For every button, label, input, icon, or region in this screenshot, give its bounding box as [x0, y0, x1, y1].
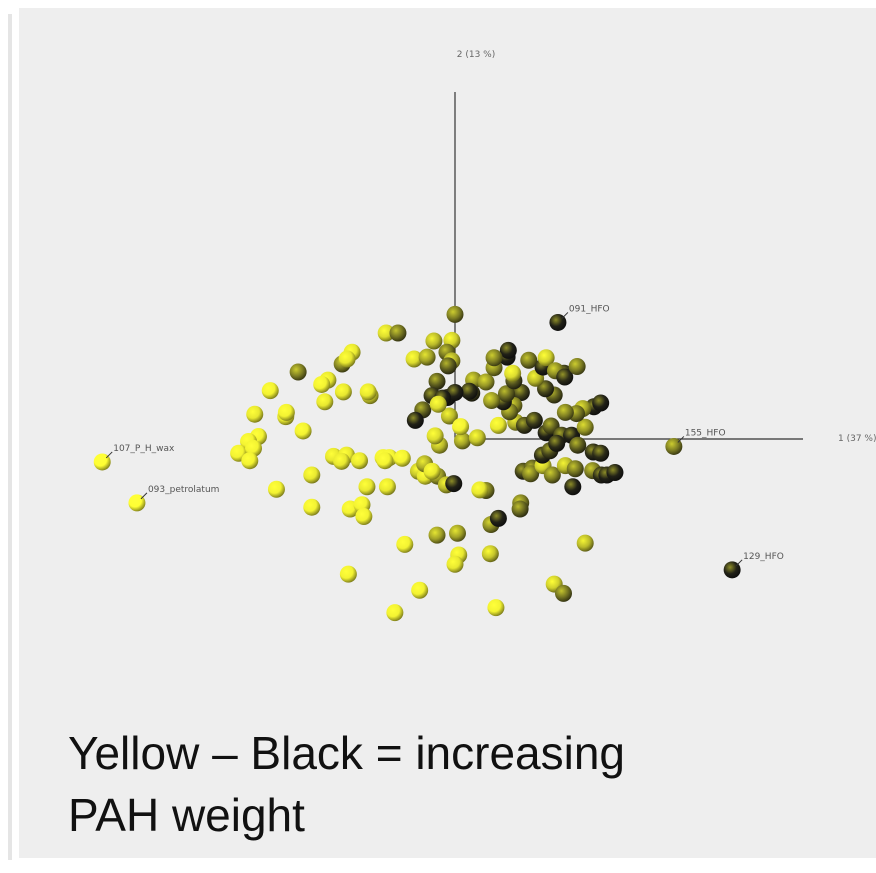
data-point — [548, 434, 566, 452]
data-point — [525, 411, 543, 429]
data-point — [489, 416, 507, 434]
data-point — [487, 599, 505, 617]
data-point — [504, 364, 522, 382]
caption: Yellow – Black = increasing PAH weight — [68, 722, 625, 846]
data-point — [289, 363, 307, 381]
data-point — [267, 480, 285, 498]
data-point — [606, 463, 624, 481]
data-point — [241, 452, 259, 470]
data-point — [440, 407, 458, 425]
data-point — [411, 581, 429, 599]
data-point — [448, 524, 466, 542]
point-label: 155_HFO — [685, 428, 726, 438]
data-point — [511, 500, 529, 518]
data-point — [423, 462, 441, 480]
data-point — [429, 395, 447, 413]
data-point — [489, 509, 507, 527]
data-point — [446, 305, 464, 323]
data-point — [303, 466, 321, 484]
data-point — [405, 350, 423, 368]
data-point — [446, 555, 464, 573]
data-point — [355, 508, 373, 525]
data-point — [537, 349, 555, 367]
data-point — [483, 392, 501, 410]
data-point — [277, 403, 295, 421]
data-point — [406, 411, 424, 429]
data-point — [592, 394, 610, 412]
data-point — [499, 341, 517, 359]
point-labels: 091_HFO 155_HFO 107_P_H_wax 093_petrolatum 1… — [105, 304, 784, 567]
data-point — [339, 565, 357, 583]
data-point — [477, 373, 495, 391]
data-point — [481, 545, 499, 563]
data-point — [522, 465, 540, 483]
data-point — [393, 449, 411, 467]
caption-line-2: PAH weight — [68, 789, 305, 841]
data-point — [576, 418, 594, 436]
data-point — [261, 382, 279, 400]
data-point — [566, 460, 584, 478]
data-point — [556, 403, 574, 421]
data-point — [338, 350, 356, 368]
data-point — [485, 349, 503, 367]
plot-panel — [19, 8, 876, 858]
data-point — [303, 498, 321, 516]
data-point — [460, 382, 478, 400]
data-point — [351, 452, 369, 470]
label-leader-line — [735, 559, 743, 567]
label-leader-line — [140, 492, 148, 500]
data-point — [520, 351, 538, 369]
label-leader-line — [561, 312, 569, 319]
point-label: 091_HFO — [569, 304, 610, 314]
data-point — [389, 324, 407, 342]
data-point — [426, 427, 444, 445]
point-label: 107_P_H_wax — [113, 444, 175, 454]
label-leader-line — [677, 436, 685, 443]
point-label: 129_HFO — [743, 552, 784, 562]
data-point — [428, 526, 446, 544]
data-point — [313, 375, 331, 393]
data-point — [428, 372, 446, 390]
data-point — [418, 348, 436, 366]
data-point — [497, 385, 515, 403]
data-point — [453, 432, 471, 450]
x-axis-label: 1 (37 %) — [838, 434, 876, 444]
data-point — [246, 405, 264, 423]
data-point — [568, 357, 586, 375]
data-point — [333, 452, 351, 470]
data-point — [358, 478, 376, 496]
data-point — [564, 478, 582, 496]
data-points — [93, 305, 741, 622]
data-point — [439, 357, 457, 375]
data-point — [452, 418, 470, 436]
y-axis-label: 2 (13 %) — [457, 50, 495, 60]
data-point — [592, 444, 610, 462]
data-point — [556, 368, 574, 386]
data-point — [468, 429, 486, 447]
data-point — [334, 383, 352, 401]
data-point — [376, 452, 394, 470]
data-point — [359, 383, 377, 401]
data-point — [294, 422, 312, 440]
data-point — [555, 584, 572, 602]
data-point — [543, 466, 561, 484]
label-leader-line — [105, 451, 113, 459]
left-divider — [8, 14, 12, 860]
data-point — [569, 436, 587, 454]
data-point — [396, 535, 414, 553]
data-point — [378, 478, 396, 496]
data-point — [471, 481, 489, 499]
caption-line-1: Yellow – Black = increasing — [68, 727, 626, 779]
data-point — [425, 332, 443, 350]
data-point — [386, 604, 404, 622]
data-point — [445, 475, 463, 493]
data-point — [316, 393, 334, 411]
data-point — [377, 324, 395, 342]
point-label: 093_petrolatum — [148, 485, 219, 495]
data-point — [576, 534, 594, 552]
